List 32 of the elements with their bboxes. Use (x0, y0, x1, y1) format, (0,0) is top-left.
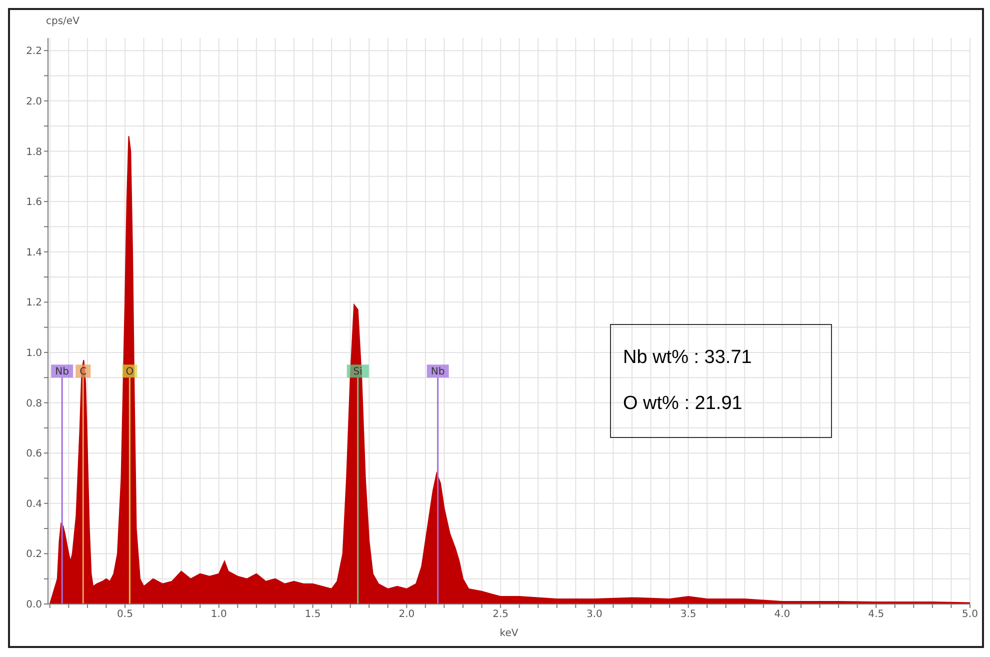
ref-line-label: Nb (55, 366, 69, 378)
y-tick-label: 0.0 (26, 600, 42, 611)
y-tick-label: 1.8 (26, 146, 42, 158)
x-tick-label: 1.0 (210, 609, 227, 620)
y-tick-label: 1.4 (26, 247, 42, 258)
annotation: O wt% : 21.91 (623, 392, 744, 416)
x-tick-label: 4.5 (868, 609, 884, 620)
x-tick-label: 3.0 (586, 609, 602, 620)
x-axis-title: keV (500, 628, 518, 639)
x-tick-label: 2.0 (398, 609, 415, 620)
y-tick-label: 1.2 (26, 298, 42, 309)
y-tick-label: 2.2 (26, 46, 42, 58)
y-axis-title: cps/eV (46, 16, 80, 27)
x-tick-label: 0.5 (117, 609, 133, 620)
x-tick-label: 1.5 (304, 609, 321, 620)
ref-line-label: Si (353, 366, 362, 378)
note-box: Nb wt% : 33.71 O wt% : 21.91 (610, 324, 832, 438)
ref-line-label: O (126, 366, 134, 378)
x-tick-label: 2.5 (492, 609, 509, 620)
x-tick-label: 5.0 (962, 609, 978, 620)
y-tick-label: 0.2 (26, 549, 42, 560)
y-tick-label: 2.0 (26, 96, 42, 108)
x-tick-label: 4.0 (774, 609, 790, 620)
ref-line-label: C (80, 366, 87, 378)
annotation: Nb wt% : 33.71 (623, 346, 753, 370)
x-tick-label: 3.5 (680, 609, 696, 620)
y-tick-label: 1.0 (26, 348, 42, 359)
y-tick-label: 0.8 (26, 398, 42, 410)
y-tick-label: 0.6 (26, 448, 42, 460)
y-tick-label: 1.6 (26, 197, 42, 208)
ref-line-label: Nb (430, 366, 445, 378)
y-tick-label: 0.4 (26, 498, 42, 510)
